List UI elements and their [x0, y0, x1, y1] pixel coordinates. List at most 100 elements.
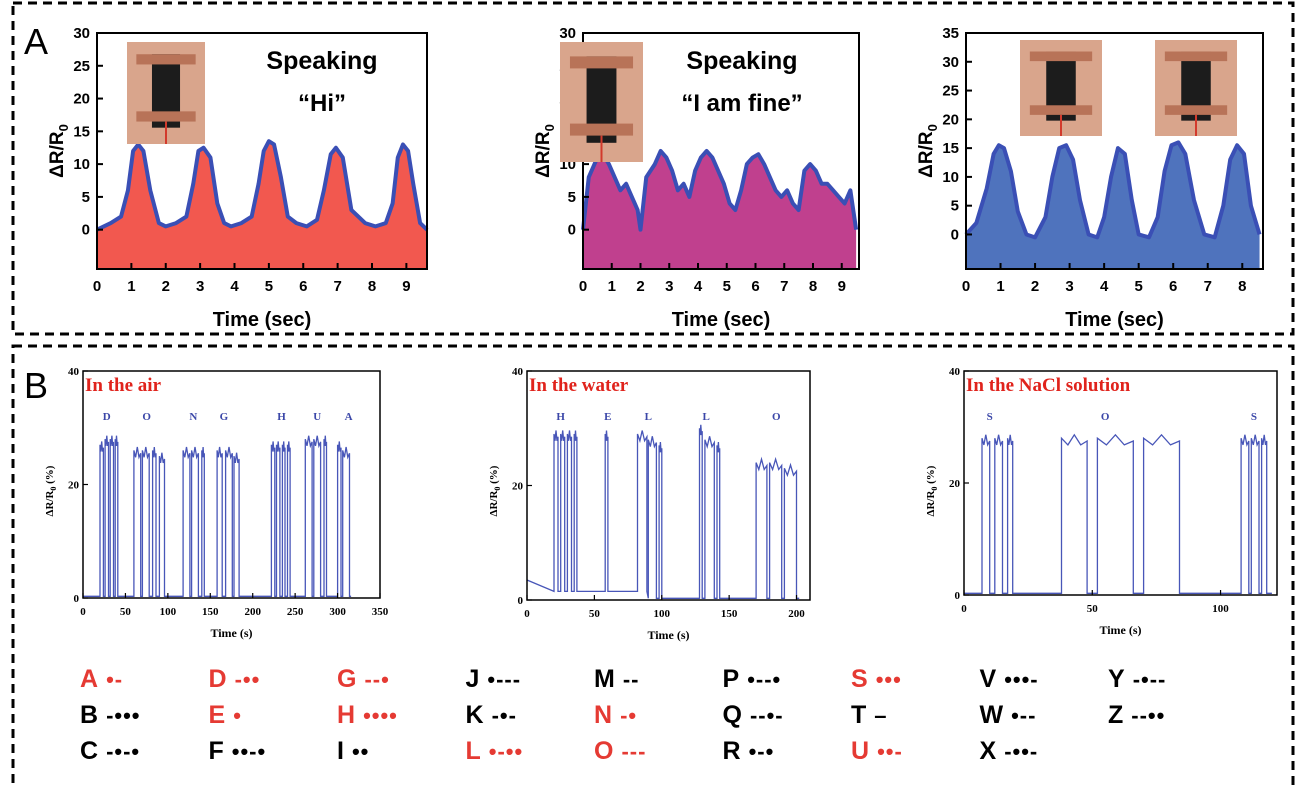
photo-inset — [127, 42, 205, 144]
y-axis-label-subscript: 0 — [493, 487, 502, 491]
x-tick-label: 150 — [202, 606, 219, 618]
morse-letter-label: O — [772, 411, 781, 423]
signal-trace — [964, 433, 1272, 594]
y-axis-label-subscript: 0 — [930, 487, 939, 491]
morse-entry-t: T – — [851, 703, 888, 728]
y-tick-label: 30 — [559, 25, 576, 42]
morse-code: -•- — [491, 703, 517, 728]
electrode-top — [1029, 51, 1093, 62]
x-tick-label: 7 — [780, 278, 788, 295]
y-tick-label: 20 — [68, 480, 80, 492]
chart-b2: 0 50 100 150 200 0 20 40 Time (s) ΔR/R0 (%) In the… — [488, 366, 811, 642]
morse-entry-i: I •• — [337, 739, 369, 764]
y-axis-label-unit: (%) — [488, 465, 500, 486]
chart-b3: 0 50 100 0 20 40 Time (s) ΔR/R0 (%) In the NaCl … — [925, 366, 1278, 637]
y-tick-label: 40 — [68, 366, 80, 378]
morse-code: •-- — [1011, 703, 1037, 728]
morse-entry-c: C -•-• — [80, 739, 140, 764]
morse-code: •--• — [747, 667, 782, 692]
morse-entry-u: U ••- — [851, 739, 903, 764]
morse-code: -• — [620, 703, 638, 728]
electrode-bottom — [1029, 105, 1093, 115]
morse-letter-label: S — [987, 411, 993, 423]
y-tick-label: 25 — [942, 83, 959, 100]
electrode-bottom — [136, 111, 196, 122]
photo-inset — [560, 42, 643, 162]
x-tick-label: 150 — [721, 608, 738, 620]
signal-trace — [83, 435, 352, 597]
x-axis-label: Time (s) — [210, 626, 252, 640]
x-tick-label: 50 — [1087, 603, 1099, 615]
x-axis-label: Time (s) — [1099, 623, 1141, 637]
plot-frame — [82, 370, 381, 599]
y-axis-label-subscript: 0 — [542, 124, 557, 131]
y-tick-label: 10 — [942, 169, 959, 186]
morse-entry-f: F ••-• — [209, 739, 267, 764]
morse-code: -•-- — [1132, 667, 1167, 692]
series-line — [581, 149, 859, 232]
x-tick-label: 8 — [809, 278, 817, 295]
annotation-line-1: Speaking — [686, 47, 797, 75]
x-tick-label: 2 — [636, 278, 644, 295]
y-tick-label: 30 — [73, 25, 90, 42]
x-tick-label: 8 — [1238, 278, 1246, 295]
y-tick-label: 10 — [73, 156, 90, 173]
morse-code: --- — [621, 739, 647, 764]
morse-entry-n: N -• — [594, 703, 637, 728]
morse-letter: U — [851, 737, 870, 765]
morse-letter-label: H — [556, 411, 565, 423]
y-tick-label: 0 — [518, 595, 524, 607]
photo-inset — [1020, 40, 1102, 136]
morse-entry-k: K -•- — [466, 703, 517, 728]
x-axis-label: Time (sec) — [213, 309, 312, 331]
morse-code: ••• — [875, 667, 902, 692]
x-axis-label: Time (s) — [647, 628, 689, 642]
morse-letter: E — [208, 701, 226, 729]
y-tick-label: 0 — [955, 590, 961, 602]
annotation-line-2: “Hi” — [298, 90, 346, 117]
x-tick-label: 5 — [723, 278, 731, 295]
y-tick-label: 40 — [512, 366, 524, 378]
x-tick-label: 8 — [368, 278, 376, 295]
series-line — [96, 139, 429, 232]
morse-entry-p: P •--• — [723, 667, 782, 692]
morse-entry-r: R •-• — [723, 739, 775, 764]
morse-code: --•- — [749, 703, 784, 728]
y-tick-label: 15 — [942, 140, 959, 157]
morse-letter: P — [722, 665, 740, 693]
x-tick-label: 6 — [299, 278, 307, 295]
morse-letter: Y — [1108, 665, 1125, 693]
y-tick-label: 35 — [942, 25, 959, 42]
annotation-line-2: “I am fine” — [681, 90, 802, 117]
x-tick-label: 100 — [1212, 603, 1229, 615]
area-fill — [583, 151, 857, 269]
morse-letter-label: E — [604, 411, 611, 423]
x-tick-label: 4 — [1100, 278, 1109, 295]
y-tick-label: 20 — [949, 478, 961, 490]
x-tick-label: 9 — [402, 278, 410, 295]
morse-entry-s: S ••• — [851, 667, 902, 692]
morse-code: ••- — [877, 739, 903, 764]
y-axis-label-unit: (%) — [925, 465, 937, 486]
x-tick-label: 6 — [751, 278, 759, 295]
x-tick-label: 6 — [1169, 278, 1177, 295]
morse-letter: D — [208, 665, 227, 693]
y-axis-label: ΔR/R0 (%) — [488, 465, 502, 516]
morse-entry-e: E • — [209, 703, 242, 728]
morse-letter: S — [851, 665, 868, 693]
x-tick-label: 200 — [788, 608, 805, 620]
morse-letter-label: L — [703, 411, 710, 423]
panel-b-border — [11, 344, 1295, 789]
morse-code: •--- — [487, 667, 522, 692]
y-tick-label: 0 — [82, 222, 90, 239]
morse-entry-g: G --• — [337, 667, 390, 692]
morse-entry-z: Z --•• — [1108, 703, 1165, 728]
morse-letter: M — [594, 665, 615, 693]
y-tick-label: 0 — [951, 226, 959, 243]
y-axis-label: ΔR/R0 — [533, 124, 557, 178]
morse-letter: F — [208, 737, 224, 765]
morse-code: --•• — [1131, 703, 1166, 728]
morse-letter: Z — [1108, 701, 1124, 729]
morse-letter: L — [465, 737, 481, 765]
